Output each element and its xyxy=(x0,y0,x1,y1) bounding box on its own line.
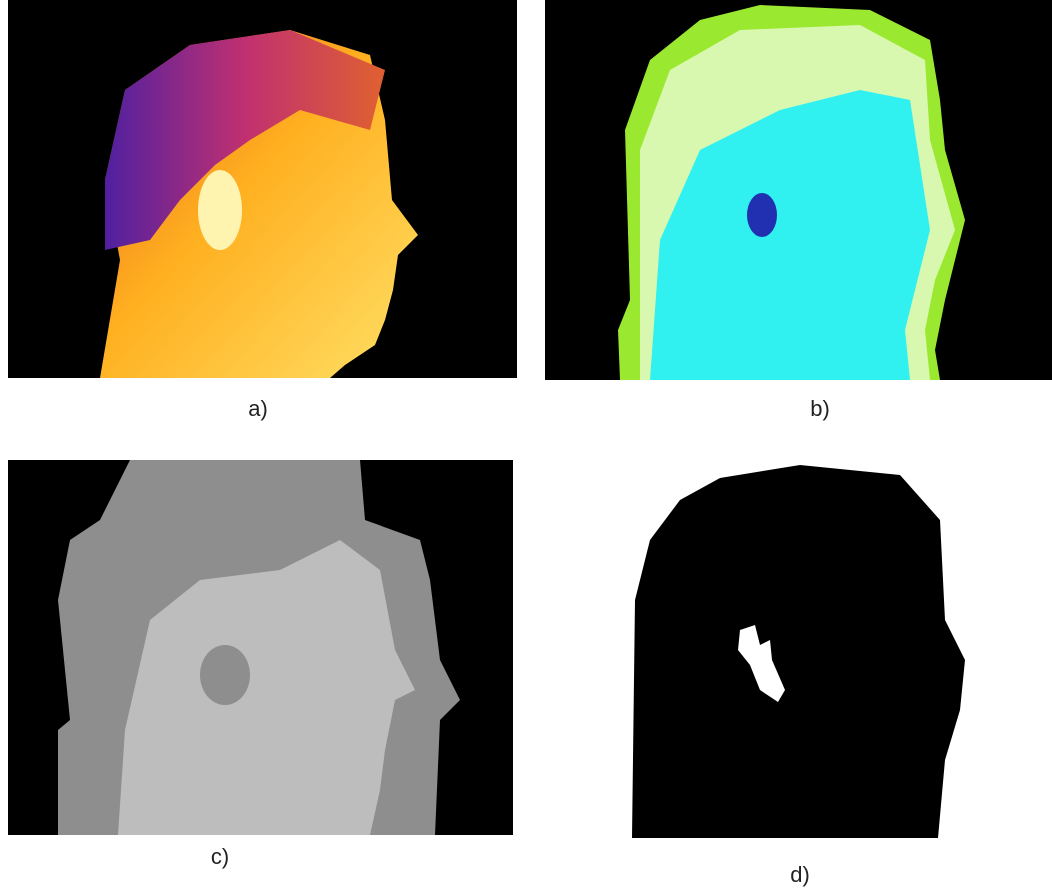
detected-spot xyxy=(738,625,785,702)
panel-label: a) xyxy=(248,396,268,421)
panel-label: c) xyxy=(211,844,229,869)
thermal-hair xyxy=(105,30,385,250)
panel-a: a) xyxy=(8,0,517,421)
panel-label: b) xyxy=(810,396,830,421)
ear xyxy=(198,170,242,250)
panel-d: d) xyxy=(632,465,965,887)
mask-region xyxy=(632,465,965,838)
hot-spot xyxy=(200,645,250,705)
segment-face xyxy=(118,540,415,835)
panel-label: d) xyxy=(790,862,810,887)
panel-b: b) xyxy=(545,0,1052,421)
hot-spot xyxy=(747,193,777,237)
segment-face xyxy=(650,90,930,380)
panel-c: c) xyxy=(8,460,513,869)
